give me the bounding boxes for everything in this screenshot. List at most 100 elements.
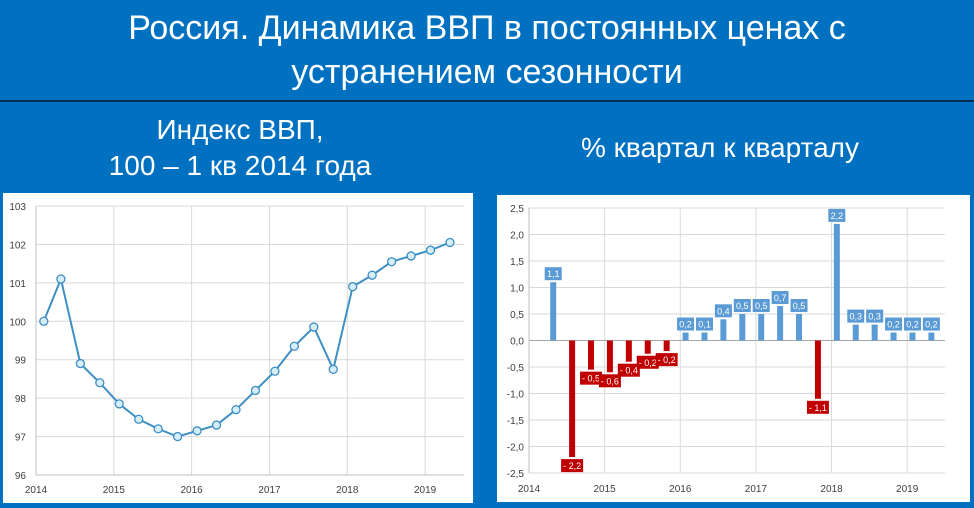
y-tick-label: 1,5 (510, 257, 524, 268)
y-tick-label: 100 (9, 317, 26, 328)
data-label: 0,2 (925, 320, 938, 330)
bar (701, 332, 708, 341)
data-point (192, 426, 202, 436)
gdp-qoq-bar-chart: -2,5 -2,0 -1,5 -1,0 -0,5 0,0 0,5 1,0 1,5 2,0 2,5 20… (507, 204, 945, 495)
data-point (406, 251, 416, 261)
data-label-box (828, 208, 846, 222)
data-point (289, 341, 300, 351)
y-tick-label: 98 (15, 394, 27, 405)
data-point (270, 366, 280, 376)
data-label-box (636, 355, 659, 369)
data-label-box (733, 299, 751, 312)
data-point (114, 399, 124, 409)
y-tick-label: 96 (15, 471, 27, 482)
bar (777, 306, 784, 341)
data-label: - 2,2 (563, 461, 581, 471)
bar (928, 332, 935, 341)
data-label: - 0,2 (639, 358, 657, 368)
gdp-qoq-chart-panel: -2,5 -2,0 -1,5 -1,0 -0,5 0,0 0,5 1,0 1,5 2,0 2,5 20… (497, 195, 970, 502)
x-tick-label: 2016 (669, 484, 692, 495)
data-label-box (903, 317, 921, 331)
data-label-box (922, 317, 940, 331)
data-label: - 0,4 (620, 366, 638, 376)
title-line-2: устранением сезонности (291, 53, 683, 91)
bar (796, 314, 803, 341)
data-label-box (885, 317, 903, 331)
data-label: 0,2 (679, 320, 692, 330)
data-point (39, 316, 49, 326)
data-label: 0,1 (698, 320, 711, 330)
data-label: 0,3 (868, 312, 881, 322)
data-label: 0,2 (906, 320, 919, 330)
left-subtitle: Индекс ВВП, 100 – 1 кв 2014 года (40, 112, 440, 184)
data-label: 0,3 (849, 312, 862, 322)
bar (625, 340, 632, 362)
title-line-1: Россия. Динамика ВВП в постоянных ценах … (128, 9, 846, 47)
gdp-index-line-chart: 96 97 98 99 100 101 102 103 2014 2015 2016 2017 2018… (9, 202, 464, 496)
series-line (42, 241, 451, 438)
data-label-box (655, 353, 678, 367)
bar (871, 324, 878, 341)
bar (739, 314, 746, 341)
y-tick-label: 0,5 (510, 310, 524, 321)
x-tick-label: 2015 (594, 484, 617, 495)
data-label-box (580, 371, 603, 385)
data-label-box (561, 459, 584, 473)
bar (569, 340, 576, 458)
x-tick-label: 2019 (896, 484, 919, 495)
data-label: 0,5 (793, 301, 806, 311)
x-tick-label: 2017 (745, 484, 768, 495)
data-label: 0,2 (887, 320, 900, 330)
y-tick-label: -2,5 (507, 469, 525, 480)
data-label-box (544, 267, 562, 281)
y-tick-label: 97 (15, 433, 27, 444)
y-tick-label: -1,5 (507, 416, 525, 427)
left-subtitle-line-2: 100 – 1 кв 2014 года (108, 150, 372, 181)
data-label: - 1,1 (809, 403, 827, 413)
bar (890, 332, 897, 341)
data-label: 2,2 (831, 211, 844, 221)
data-label-box (771, 291, 789, 305)
data-point (75, 358, 86, 369)
data-label: - 0,5 (582, 374, 600, 384)
right-subtitle: % квартал к кварталу (580, 132, 859, 163)
data-point (348, 282, 358, 292)
x-tick-label: 2014 (518, 484, 541, 495)
bar (550, 282, 557, 341)
data-point (134, 414, 144, 424)
y-tick-label: -0,5 (507, 363, 525, 374)
x-tick-label: 2017 (258, 485, 281, 496)
data-point (211, 420, 222, 430)
bar (606, 340, 613, 373)
data-label-box (752, 299, 770, 312)
y-tick-label: 103 (9, 202, 26, 213)
title-divider (0, 100, 974, 102)
bar (758, 314, 765, 341)
data-point (56, 274, 66, 284)
data-point (328, 364, 338, 374)
bar (814, 340, 821, 399)
y-tick-label: 1,0 (510, 284, 524, 295)
data-point (445, 237, 455, 248)
y-tick-label: 2,5 (510, 204, 524, 215)
data-label: 0,7 (774, 293, 787, 303)
data-point (367, 270, 377, 280)
data-point (386, 257, 397, 267)
gdp-index-chart-panel: 96 97 98 99 100 101 102 103 2014 2015 2016 2017 2018… (3, 193, 473, 503)
data-label-box (847, 309, 865, 323)
data-label-box (866, 309, 884, 323)
y-tick-label: 102 (9, 240, 26, 251)
x-tick-label: 2016 (181, 485, 204, 496)
data-point (172, 431, 183, 442)
data-label-box (598, 374, 621, 388)
bar (644, 340, 651, 354)
bar (852, 324, 859, 341)
data-label: 1,1 (547, 269, 560, 279)
y-tick-label: 0,0 (510, 337, 524, 348)
data-label: 0,5 (736, 301, 749, 311)
data-label-box (806, 400, 829, 414)
y-tick-label: 99 (15, 356, 27, 367)
x-tick-label: 2015 (103, 485, 126, 496)
bar (720, 319, 727, 341)
data-label-box (714, 304, 732, 318)
